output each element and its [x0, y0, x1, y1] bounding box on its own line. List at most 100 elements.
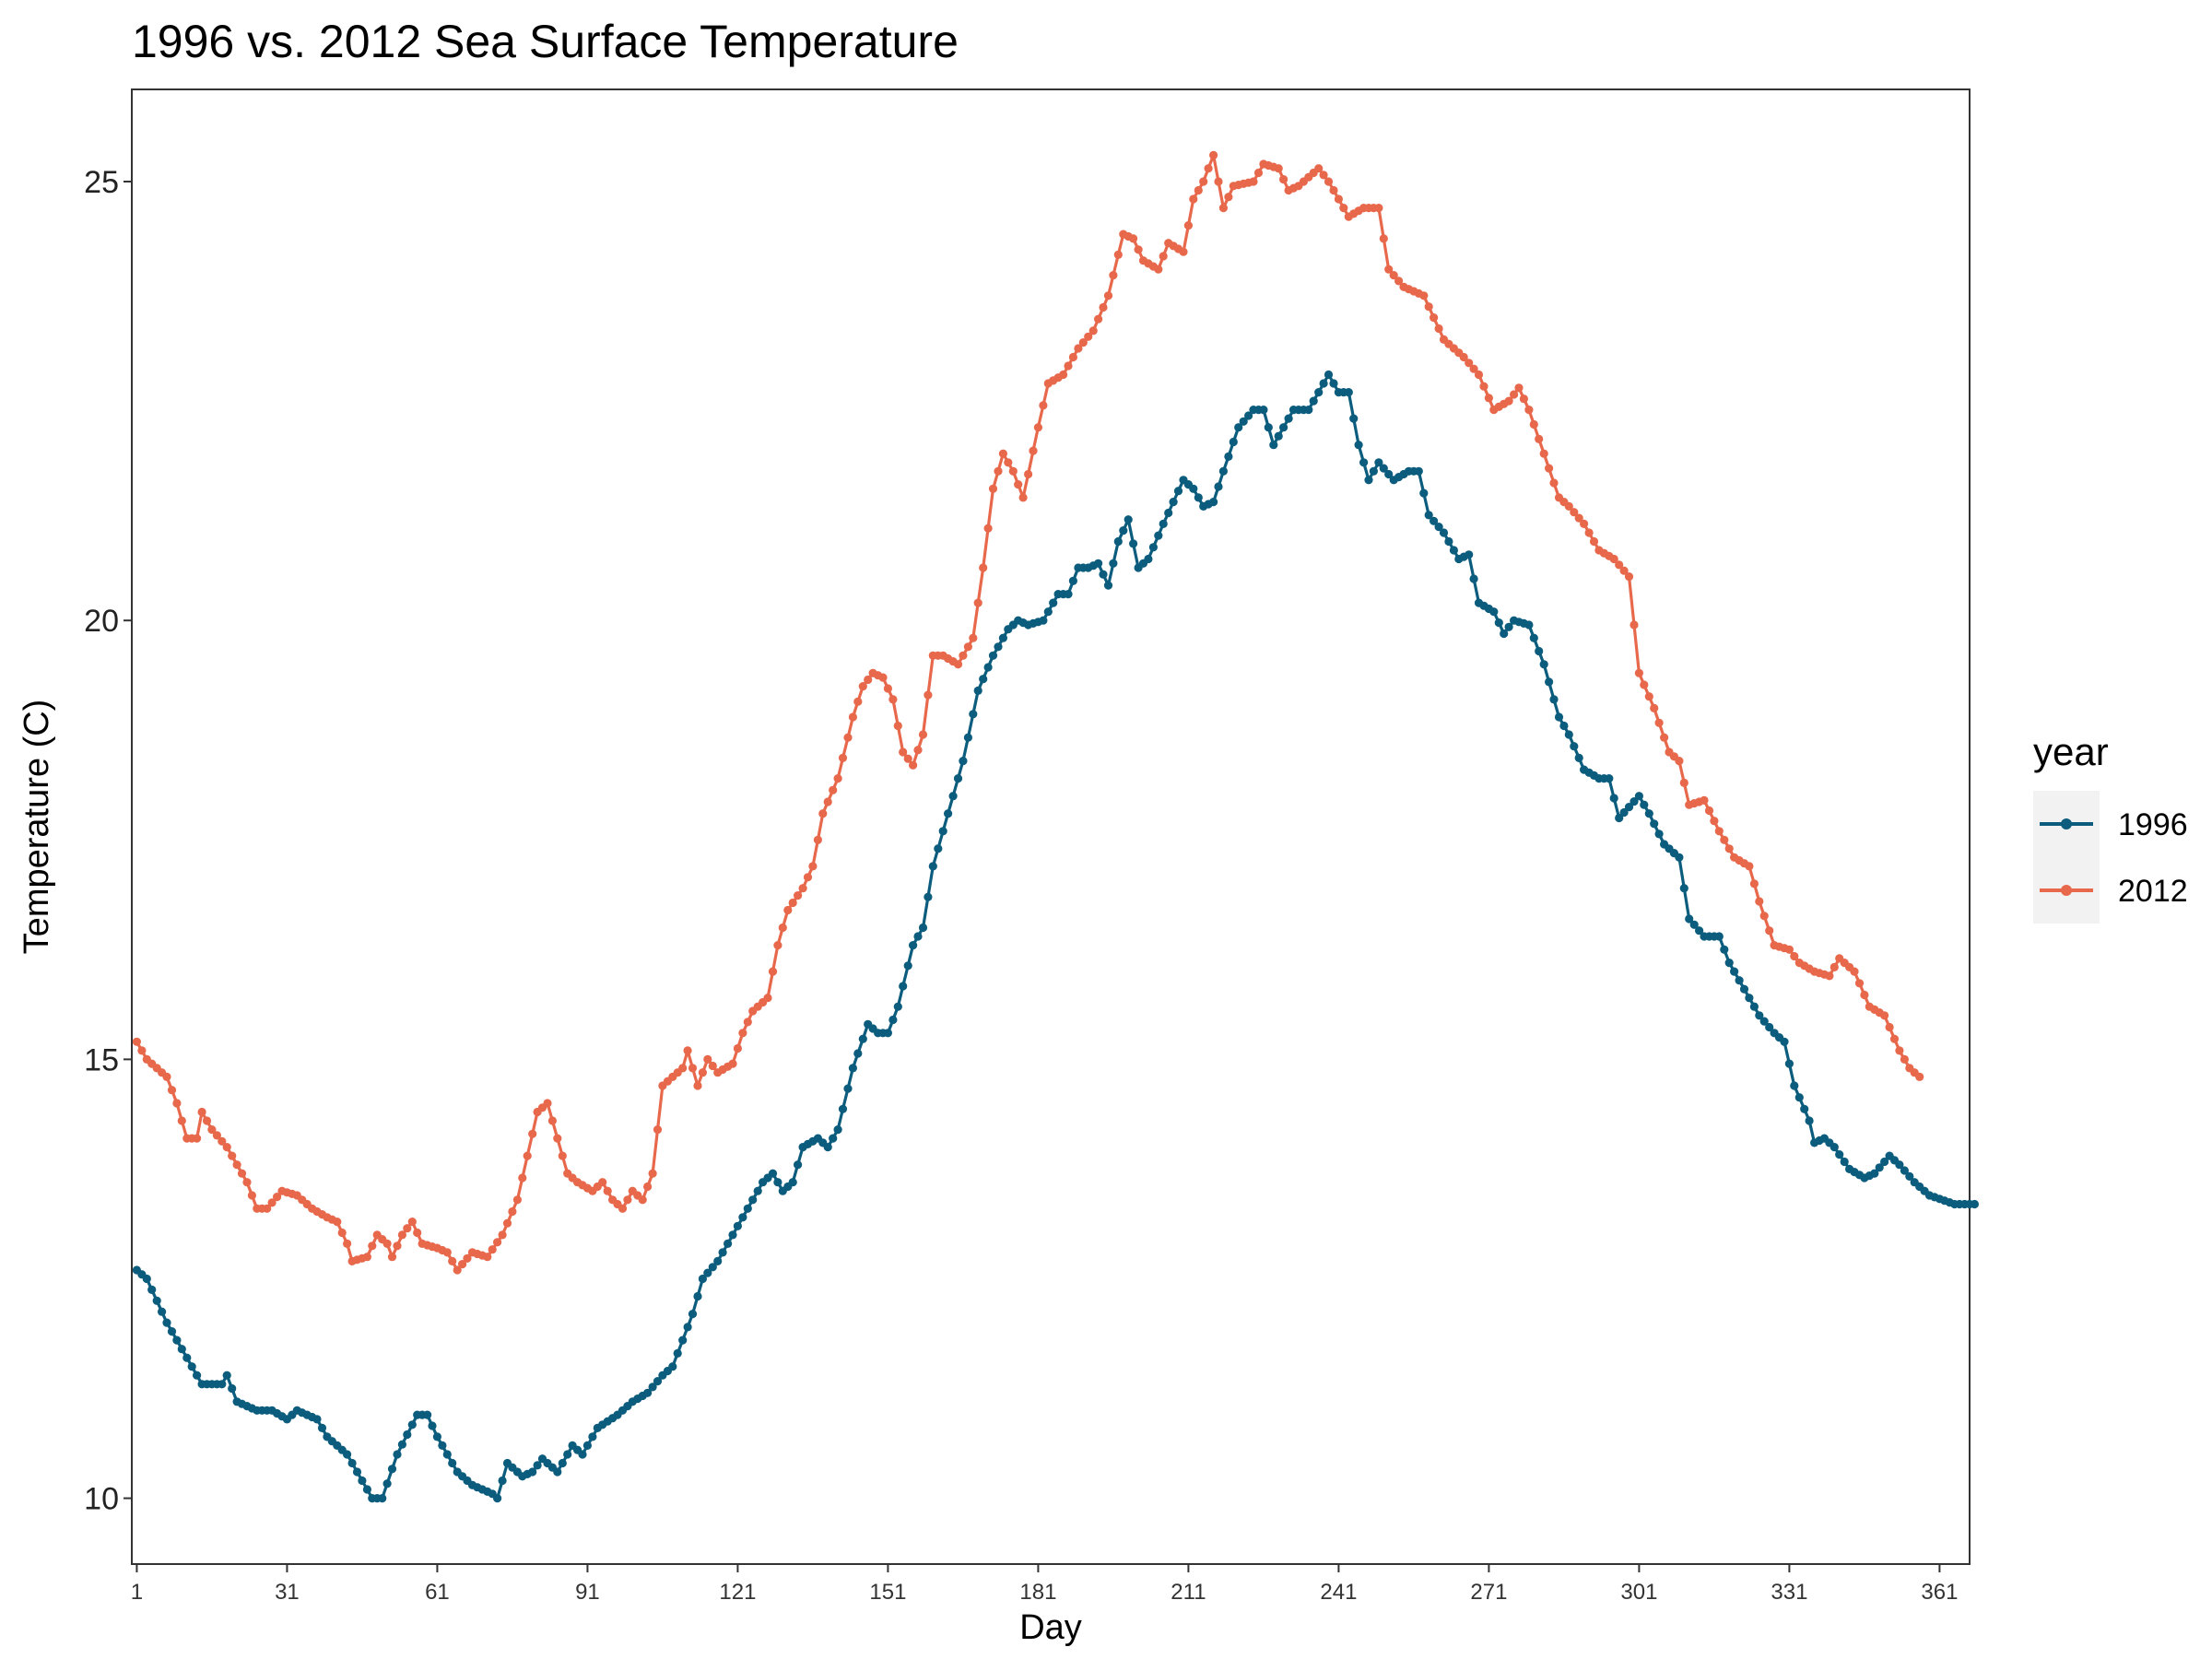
data-point	[1529, 419, 1538, 429]
data-point	[893, 721, 902, 731]
data-point	[347, 1458, 357, 1468]
data-point	[1465, 359, 1474, 368]
data-point	[1549, 478, 1559, 488]
data-point	[1334, 194, 1343, 204]
series-layer	[132, 150, 1979, 1503]
data-point	[1700, 795, 1709, 806]
data-point	[228, 1383, 237, 1394]
data-point	[1004, 458, 1013, 467]
data-point	[547, 1116, 558, 1125]
data-point	[1860, 990, 1869, 1000]
data-point	[724, 1239, 733, 1248]
data-point	[1765, 1022, 1774, 1032]
data-point	[1024, 469, 1033, 479]
data-point	[453, 1265, 462, 1275]
data-point	[1194, 493, 1203, 502]
data-point	[1805, 1116, 1814, 1125]
data-point	[753, 1186, 762, 1195]
data-point	[1790, 1081, 1799, 1090]
data-point	[1679, 884, 1688, 893]
x-tick-label: 91	[575, 1580, 600, 1605]
data-point	[1209, 498, 1218, 507]
data-point	[1419, 291, 1429, 300]
data-point	[1695, 926, 1704, 935]
data-point	[523, 1151, 532, 1160]
data-point	[1554, 712, 1564, 722]
data-point	[1619, 566, 1629, 575]
data-point	[748, 1195, 758, 1205]
data-point	[1304, 406, 1313, 415]
data-point	[1164, 508, 1173, 518]
data-point	[498, 1230, 507, 1240]
data-point	[1329, 379, 1338, 388]
data-point	[823, 1143, 832, 1152]
data-point	[973, 686, 982, 696]
data-point	[1249, 177, 1258, 186]
data-point	[1374, 204, 1383, 213]
data-point	[1199, 177, 1208, 186]
data-point	[232, 1160, 241, 1170]
data-point	[1444, 536, 1453, 547]
data-point	[1749, 879, 1759, 888]
data-point	[382, 1239, 392, 1248]
data-point	[959, 651, 968, 660]
data-point	[172, 1335, 182, 1345]
data-point	[728, 1059, 737, 1068]
data-point	[893, 1002, 902, 1011]
data-point	[1514, 383, 1524, 393]
data-point	[483, 1253, 492, 1262]
data-point	[979, 563, 988, 572]
x-tick-label: 181	[1019, 1580, 1056, 1605]
data-point	[1129, 539, 1138, 548]
data-point	[853, 1049, 863, 1058]
data-point	[1765, 926, 1774, 935]
data-point	[358, 1476, 367, 1486]
data-point	[1570, 508, 1579, 517]
chart-title: 1996 vs. 2012 Sea Surface Temperature	[132, 16, 959, 67]
data-point	[1875, 1163, 1884, 1172]
data-point	[543, 1099, 552, 1108]
data-point	[994, 466, 1003, 476]
data-point	[988, 651, 998, 660]
legend-items: 1996 2012	[2040, 807, 2188, 909]
data-point	[794, 891, 803, 900]
data-point	[1644, 809, 1653, 818]
data-point	[683, 1323, 692, 1332]
plot-panel	[131, 88, 1971, 1565]
data-point	[413, 1228, 422, 1238]
data-point	[448, 1458, 457, 1468]
data-point	[212, 1131, 221, 1140]
x-tick-label: 331	[1771, 1580, 1807, 1605]
data-point	[273, 1193, 282, 1202]
data-point	[312, 1415, 322, 1424]
data-point	[1204, 164, 1213, 173]
data-point	[1784, 945, 1794, 954]
data-point	[1850, 967, 1859, 976]
data-point	[1214, 482, 1223, 491]
data-point	[387, 1465, 397, 1474]
data-point	[317, 1423, 327, 1432]
data-point	[423, 1410, 432, 1419]
legend-title: year	[2033, 730, 2109, 773]
data-point	[448, 1256, 457, 1265]
data-point	[653, 1125, 663, 1135]
data-point	[1539, 660, 1548, 669]
data-point	[1720, 835, 1729, 844]
data-point	[137, 1046, 147, 1055]
y-tick-label: 20	[84, 604, 119, 639]
data-point	[903, 754, 912, 763]
data-point	[638, 1195, 647, 1205]
data-point	[1535, 646, 1544, 656]
data-point	[743, 1204, 752, 1213]
data-point	[643, 1182, 653, 1192]
data-point	[913, 932, 923, 941]
data-point	[1224, 193, 1233, 202]
data-point	[1173, 487, 1183, 496]
y-tick-label: 25	[84, 165, 119, 200]
data-point	[1739, 984, 1749, 994]
data-point	[162, 1072, 171, 1081]
data-point	[362, 1253, 371, 1262]
data-point	[853, 697, 863, 706]
data-point	[1895, 1046, 1904, 1055]
data-point	[1324, 370, 1334, 380]
